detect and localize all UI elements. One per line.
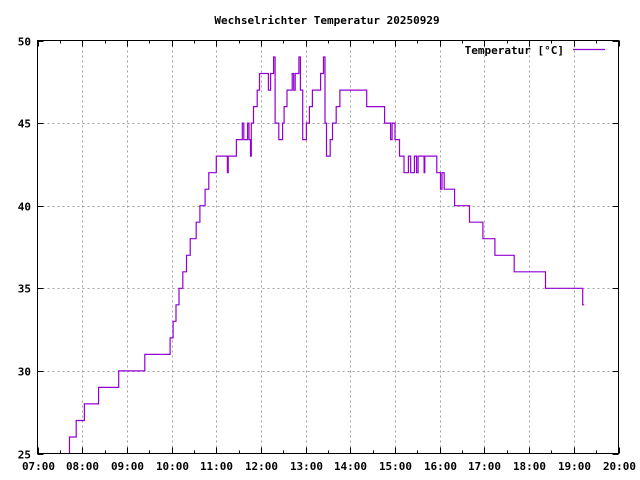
x-tick-label: 15:00 [379,460,412,473]
x-tick-label: 14:00 [334,460,367,473]
x-tick-label: 07:00 [22,460,55,473]
x-tick-label: 18:00 [513,460,546,473]
legend-label: Temperatur [°C] [465,44,564,57]
y-tick-label: 35 [18,283,31,296]
chart-title: Wechselrichter Temperatur 20250929 [214,14,439,27]
y-tick-label: 30 [18,366,31,379]
x-tick-label: 16:00 [424,460,457,473]
x-tick-label: 20:00 [603,460,636,473]
x-tick-label: 09:00 [111,460,144,473]
y-tick-label: 25 [18,449,31,462]
x-tick-label: 10:00 [156,460,189,473]
x-tick-label: 08:00 [66,460,99,473]
legend: Temperatur [°C] [465,44,605,57]
y-tick-label: 40 [18,201,31,214]
plot-border [37,40,619,454]
grid [37,40,619,454]
series-line-temperatur [68,56,585,454]
x-tick-label: 12:00 [245,460,278,473]
series-layer [68,56,585,454]
x-tick-label: 11:00 [200,460,233,473]
y-tick-label: 50 [18,36,31,49]
x-tick-label: 17:00 [468,460,501,473]
x-tick-label: 19:00 [558,460,591,473]
y-tick-label: 45 [18,118,31,131]
x-tick-label: 13:00 [290,460,323,473]
axis-ticks: 07:00 08:00 09:00 10:00 11:00 12:00 13:00 14:00… [18,36,636,474]
